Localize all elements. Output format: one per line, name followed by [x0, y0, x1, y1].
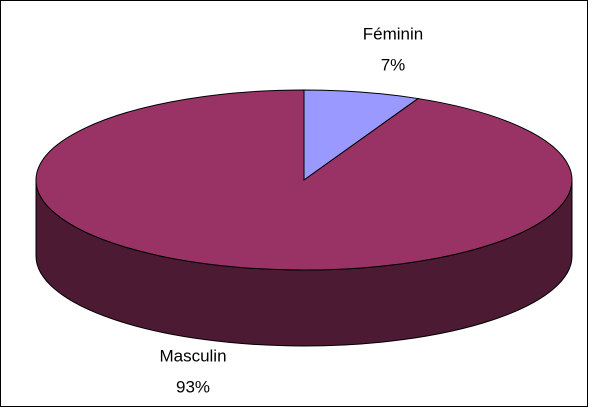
slice-value-label: 93% — [176, 377, 210, 396]
slice-label: Féminin — [363, 24, 423, 43]
slice-label: Masculin — [159, 346, 226, 365]
pie-slice — [35, 89, 573, 271]
slice-value-label: 7% — [381, 55, 406, 74]
pie-slice — [303, 89, 420, 181]
